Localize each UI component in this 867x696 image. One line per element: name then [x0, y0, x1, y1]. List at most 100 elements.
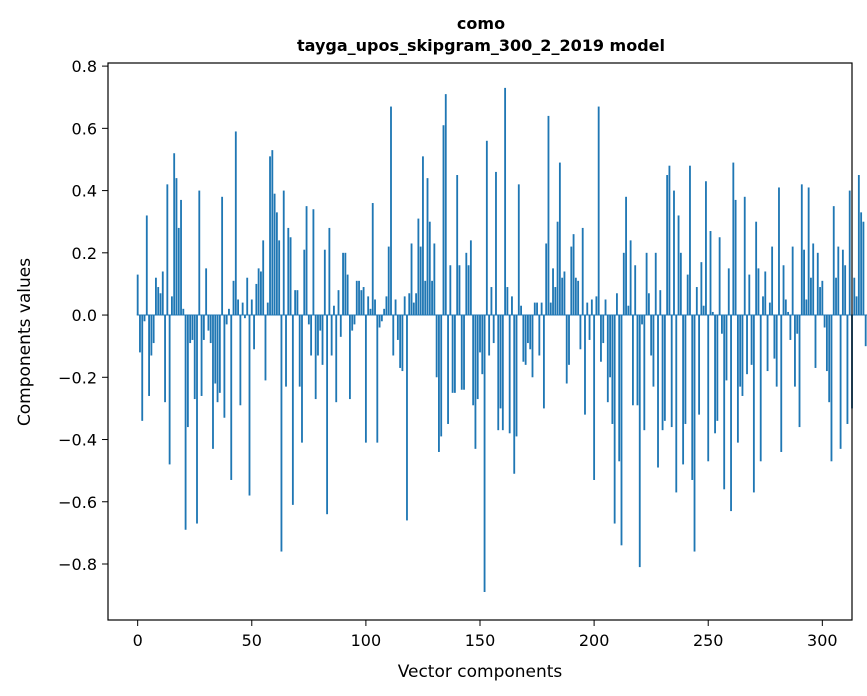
bar: [392, 315, 395, 356]
y-tick-label: −0.6: [58, 493, 97, 512]
bar: [625, 196, 627, 316]
bar: [517, 184, 520, 316]
bar: [275, 212, 278, 316]
bar: [374, 299, 376, 316]
bar: [714, 315, 716, 434]
bar: [349, 315, 351, 400]
bar: [700, 262, 703, 316]
bar: [257, 268, 260, 316]
bar: [679, 252, 682, 316]
bar: [305, 206, 308, 316]
y-tick-label: 0.0: [72, 306, 97, 325]
bar: [453, 315, 456, 393]
bar: [401, 315, 404, 372]
bar: [730, 315, 732, 512]
bar: [568, 315, 570, 365]
bar: [495, 171, 497, 316]
bar: [857, 175, 860, 316]
bar: [497, 315, 500, 431]
bar: [558, 162, 561, 316]
bar: [837, 246, 840, 316]
bar: [686, 274, 689, 316]
bar: [337, 290, 340, 316]
bar: [492, 315, 495, 344]
bar: [159, 293, 162, 316]
bar: [705, 181, 707, 316]
bar: [426, 178, 429, 316]
bar: [419, 246, 422, 316]
bar: [422, 156, 424, 316]
bar: [266, 302, 269, 316]
bar: [641, 315, 643, 325]
bar: [180, 199, 182, 316]
bar: [333, 305, 335, 316]
bar: [394, 299, 397, 316]
bar: [547, 115, 550, 316]
bar: [463, 315, 465, 390]
bar: [618, 315, 621, 462]
bar: [399, 315, 402, 368]
bar: [590, 299, 593, 316]
bar: [447, 315, 449, 424]
bar: [602, 315, 605, 344]
bar: [832, 206, 835, 316]
bar: [593, 315, 596, 480]
bar: [746, 315, 748, 375]
bar: [540, 302, 543, 316]
bar: [691, 315, 694, 480]
bar: [757, 268, 760, 316]
bar: [385, 296, 388, 316]
bar: [527, 315, 529, 344]
bar: [542, 315, 545, 409]
bar: [800, 184, 803, 316]
bar: [296, 290, 299, 316]
bar: [823, 315, 826, 328]
bar: [812, 243, 815, 316]
bar: [289, 237, 292, 316]
bar: [307, 315, 310, 325]
bar: [358, 280, 360, 316]
bar: [791, 246, 794, 316]
bar: [794, 315, 796, 387]
bar: [364, 315, 367, 443]
bar: [353, 315, 356, 325]
bar: [485, 140, 488, 316]
x-axis-label: Vector components: [398, 662, 563, 682]
bar: [460, 315, 463, 390]
bar: [155, 277, 157, 316]
bar: [771, 246, 774, 316]
bar: [449, 265, 452, 316]
bar: [732, 162, 735, 316]
bar: [246, 277, 249, 316]
bar: [465, 252, 468, 316]
bar: [848, 190, 851, 316]
bar: [787, 311, 790, 316]
bar: [438, 315, 440, 452]
bar: [581, 227, 584, 316]
bar: [531, 315, 534, 378]
bar: [298, 315, 301, 387]
bar: [629, 240, 632, 316]
bar: [853, 277, 856, 316]
y-tick-label: 0.2: [72, 244, 97, 263]
bar: [170, 296, 173, 316]
bar: [287, 227, 290, 316]
bar: [417, 218, 420, 316]
bar: [634, 265, 637, 316]
bar: [673, 190, 675, 316]
bar: [139, 315, 141, 353]
bar: [339, 315, 342, 337]
bar: [659, 290, 662, 316]
bar: [406, 315, 408, 521]
bar: [483, 315, 486, 592]
bar: [846, 315, 849, 424]
bar: [237, 299, 239, 316]
bar: [396, 315, 399, 340]
bar: [244, 315, 246, 319]
bar: [814, 315, 817, 368]
bar: [780, 315, 783, 452]
bar: [816, 252, 819, 316]
bar: [821, 280, 824, 316]
bar: [702, 305, 705, 316]
bar: [241, 302, 244, 316]
